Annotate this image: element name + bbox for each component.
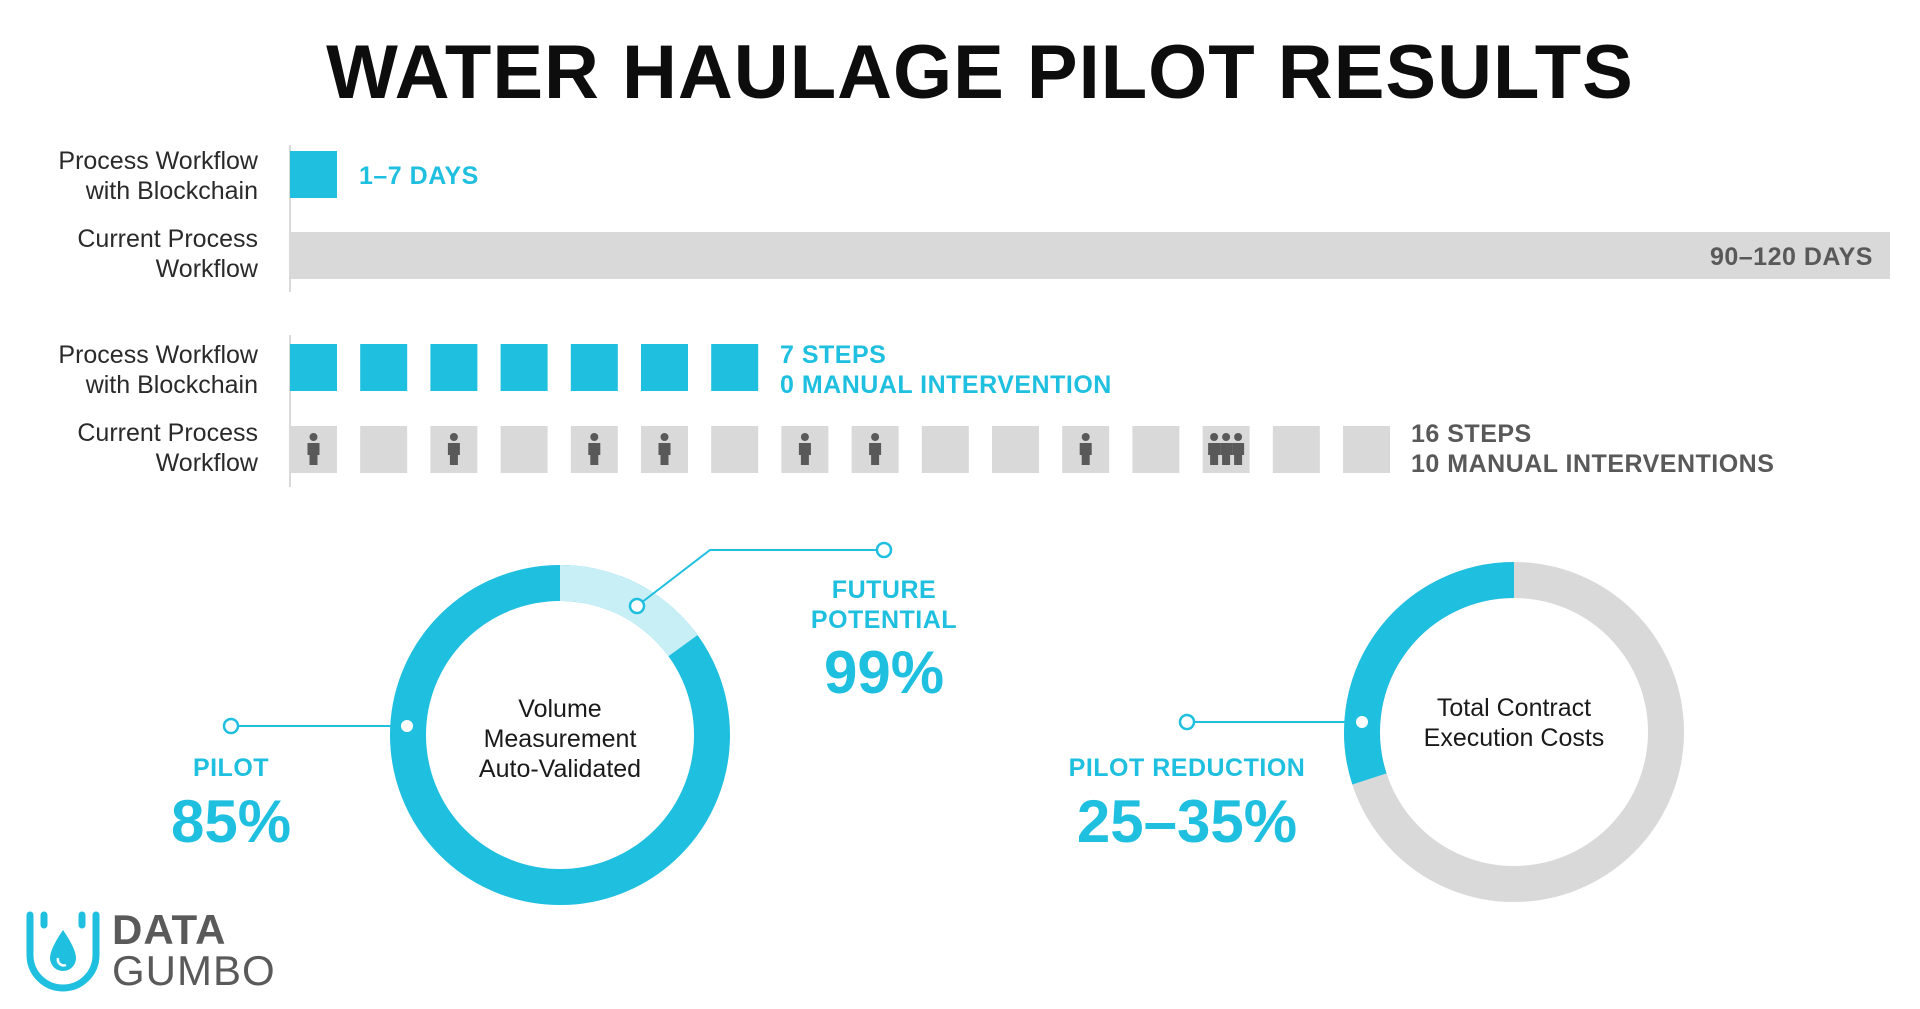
step-row-blockchain: Process Workflow with Blockchain 7 STEPS… bbox=[58, 341, 1111, 399]
future-leader-line bbox=[636, 549, 884, 607]
volume-donut-center-line1: Volume bbox=[518, 695, 601, 723]
current-step-block bbox=[711, 426, 759, 473]
time-current-label-line1: Current Process bbox=[77, 225, 258, 253]
blockchain-step-block bbox=[570, 344, 618, 391]
person-icon bbox=[798, 433, 811, 465]
current-step-block bbox=[1272, 426, 1320, 473]
current-step-block bbox=[992, 426, 1039, 473]
current-step-blocks bbox=[290, 426, 1390, 473]
pilot-label: PILOT bbox=[193, 754, 269, 782]
blockchain-step-block bbox=[641, 344, 688, 391]
person-icon bbox=[447, 433, 460, 465]
person-icon bbox=[588, 433, 601, 465]
person-icon bbox=[1079, 433, 1092, 465]
step-current-label-line2: Workflow bbox=[156, 449, 259, 477]
time-row-blockchain: Process Workflow with Blockchain 1–7 DAY… bbox=[58, 147, 478, 205]
reduction-leader-dot bbox=[1356, 716, 1368, 728]
person-icon bbox=[658, 433, 671, 465]
current-step-block bbox=[1343, 426, 1390, 473]
step-blockchain-label-line2: with Blockchain bbox=[85, 371, 258, 399]
step-row-current: Current Process Workflow 16 STEPS 10 MAN… bbox=[77, 419, 1774, 478]
cost-donut-reduction-arc bbox=[1344, 562, 1515, 785]
cost-donut-center-line2: Execution Costs bbox=[1424, 724, 1605, 752]
person-icon bbox=[1232, 433, 1245, 465]
time-current-label-line2: Workflow bbox=[156, 255, 259, 283]
person-icon bbox=[869, 433, 882, 465]
reduction-label: PILOT REDUCTION bbox=[1069, 754, 1306, 782]
pilot-callout: PILOT 85% bbox=[171, 717, 413, 855]
current-step-block bbox=[1132, 426, 1180, 473]
time-current-value: 90–120 DAYS bbox=[1710, 243, 1873, 271]
volume-donut-center-line3: Auto-Validated bbox=[479, 755, 641, 783]
pilot-value: 85% bbox=[171, 788, 291, 855]
time-current-bar bbox=[290, 232, 1890, 279]
volume-donut-center-line2: Measurement bbox=[484, 725, 637, 753]
future-label-line1: FUTURE bbox=[832, 576, 936, 604]
cost-donut-chart: Total Contract Execution Costs PILOT RED… bbox=[1069, 562, 1684, 902]
step-blockchain-label-line1: Process Workflow bbox=[58, 341, 259, 369]
blockchain-step-block bbox=[290, 344, 337, 391]
data-gumbo-logo: DATA GUMBO bbox=[26, 906, 276, 994]
water-drop-logo-icon bbox=[26, 911, 100, 992]
blockchain-step-blocks bbox=[290, 344, 759, 391]
blockchain-step-block bbox=[711, 344, 759, 391]
reduction-leader-end bbox=[1178, 713, 1196, 731]
reduction-value: 25–35% bbox=[1077, 788, 1297, 855]
blockchain-step-block bbox=[500, 344, 548, 391]
person-icon bbox=[307, 433, 320, 465]
pilot-reduction-callout: PILOT REDUCTION 25–35% bbox=[1069, 713, 1368, 855]
time-row-current: Current Process Workflow 90–120 DAYS bbox=[77, 225, 1890, 283]
future-leader-end bbox=[875, 541, 893, 559]
volume-donut-chart: Volume Measurement Auto-Validated FUTURE… bbox=[171, 541, 957, 905]
future-value: 99% bbox=[824, 639, 944, 706]
time-blockchain-label-line1: Process Workflow bbox=[58, 147, 259, 175]
step-current-value-line2: 10 MANUAL INTERVENTIONS bbox=[1411, 450, 1774, 478]
future-leader-dot bbox=[628, 597, 646, 615]
time-blockchain-value: 1–7 DAYS bbox=[359, 162, 479, 190]
blockchain-step-block bbox=[430, 344, 478, 391]
step-blockchain-value-line1: 7 STEPS bbox=[780, 341, 886, 369]
current-step-block bbox=[500, 426, 548, 473]
step-current-label-line1: Current Process bbox=[77, 419, 258, 447]
current-step-block bbox=[921, 426, 969, 473]
future-potential-callout: FUTURE POTENTIAL 99% bbox=[628, 541, 957, 706]
person-icon bbox=[1220, 433, 1233, 465]
volume-donut-future-arc bbox=[559, 565, 698, 657]
logo-text-data: DATA bbox=[112, 906, 226, 953]
step-blockchain-value-line2: 0 MANUAL INTERVENTION bbox=[780, 371, 1112, 399]
person-icon bbox=[1208, 433, 1221, 465]
time-blockchain-bar bbox=[290, 151, 337, 198]
cost-donut-center-line1: Total Contract bbox=[1437, 694, 1591, 722]
pilot-leader-end bbox=[222, 717, 240, 735]
step-current-value-line1: 16 STEPS bbox=[1411, 420, 1532, 448]
logo-text-gumbo: GUMBO bbox=[112, 947, 276, 994]
time-blockchain-label-line2: with Blockchain bbox=[85, 177, 258, 205]
page-title: WATER HAULAGE PILOT RESULTS bbox=[326, 30, 1634, 115]
current-step-block bbox=[360, 426, 408, 473]
pilot-leader-dot bbox=[401, 720, 413, 732]
blockchain-step-block bbox=[360, 344, 408, 391]
future-label-line2: POTENTIAL bbox=[811, 606, 957, 634]
